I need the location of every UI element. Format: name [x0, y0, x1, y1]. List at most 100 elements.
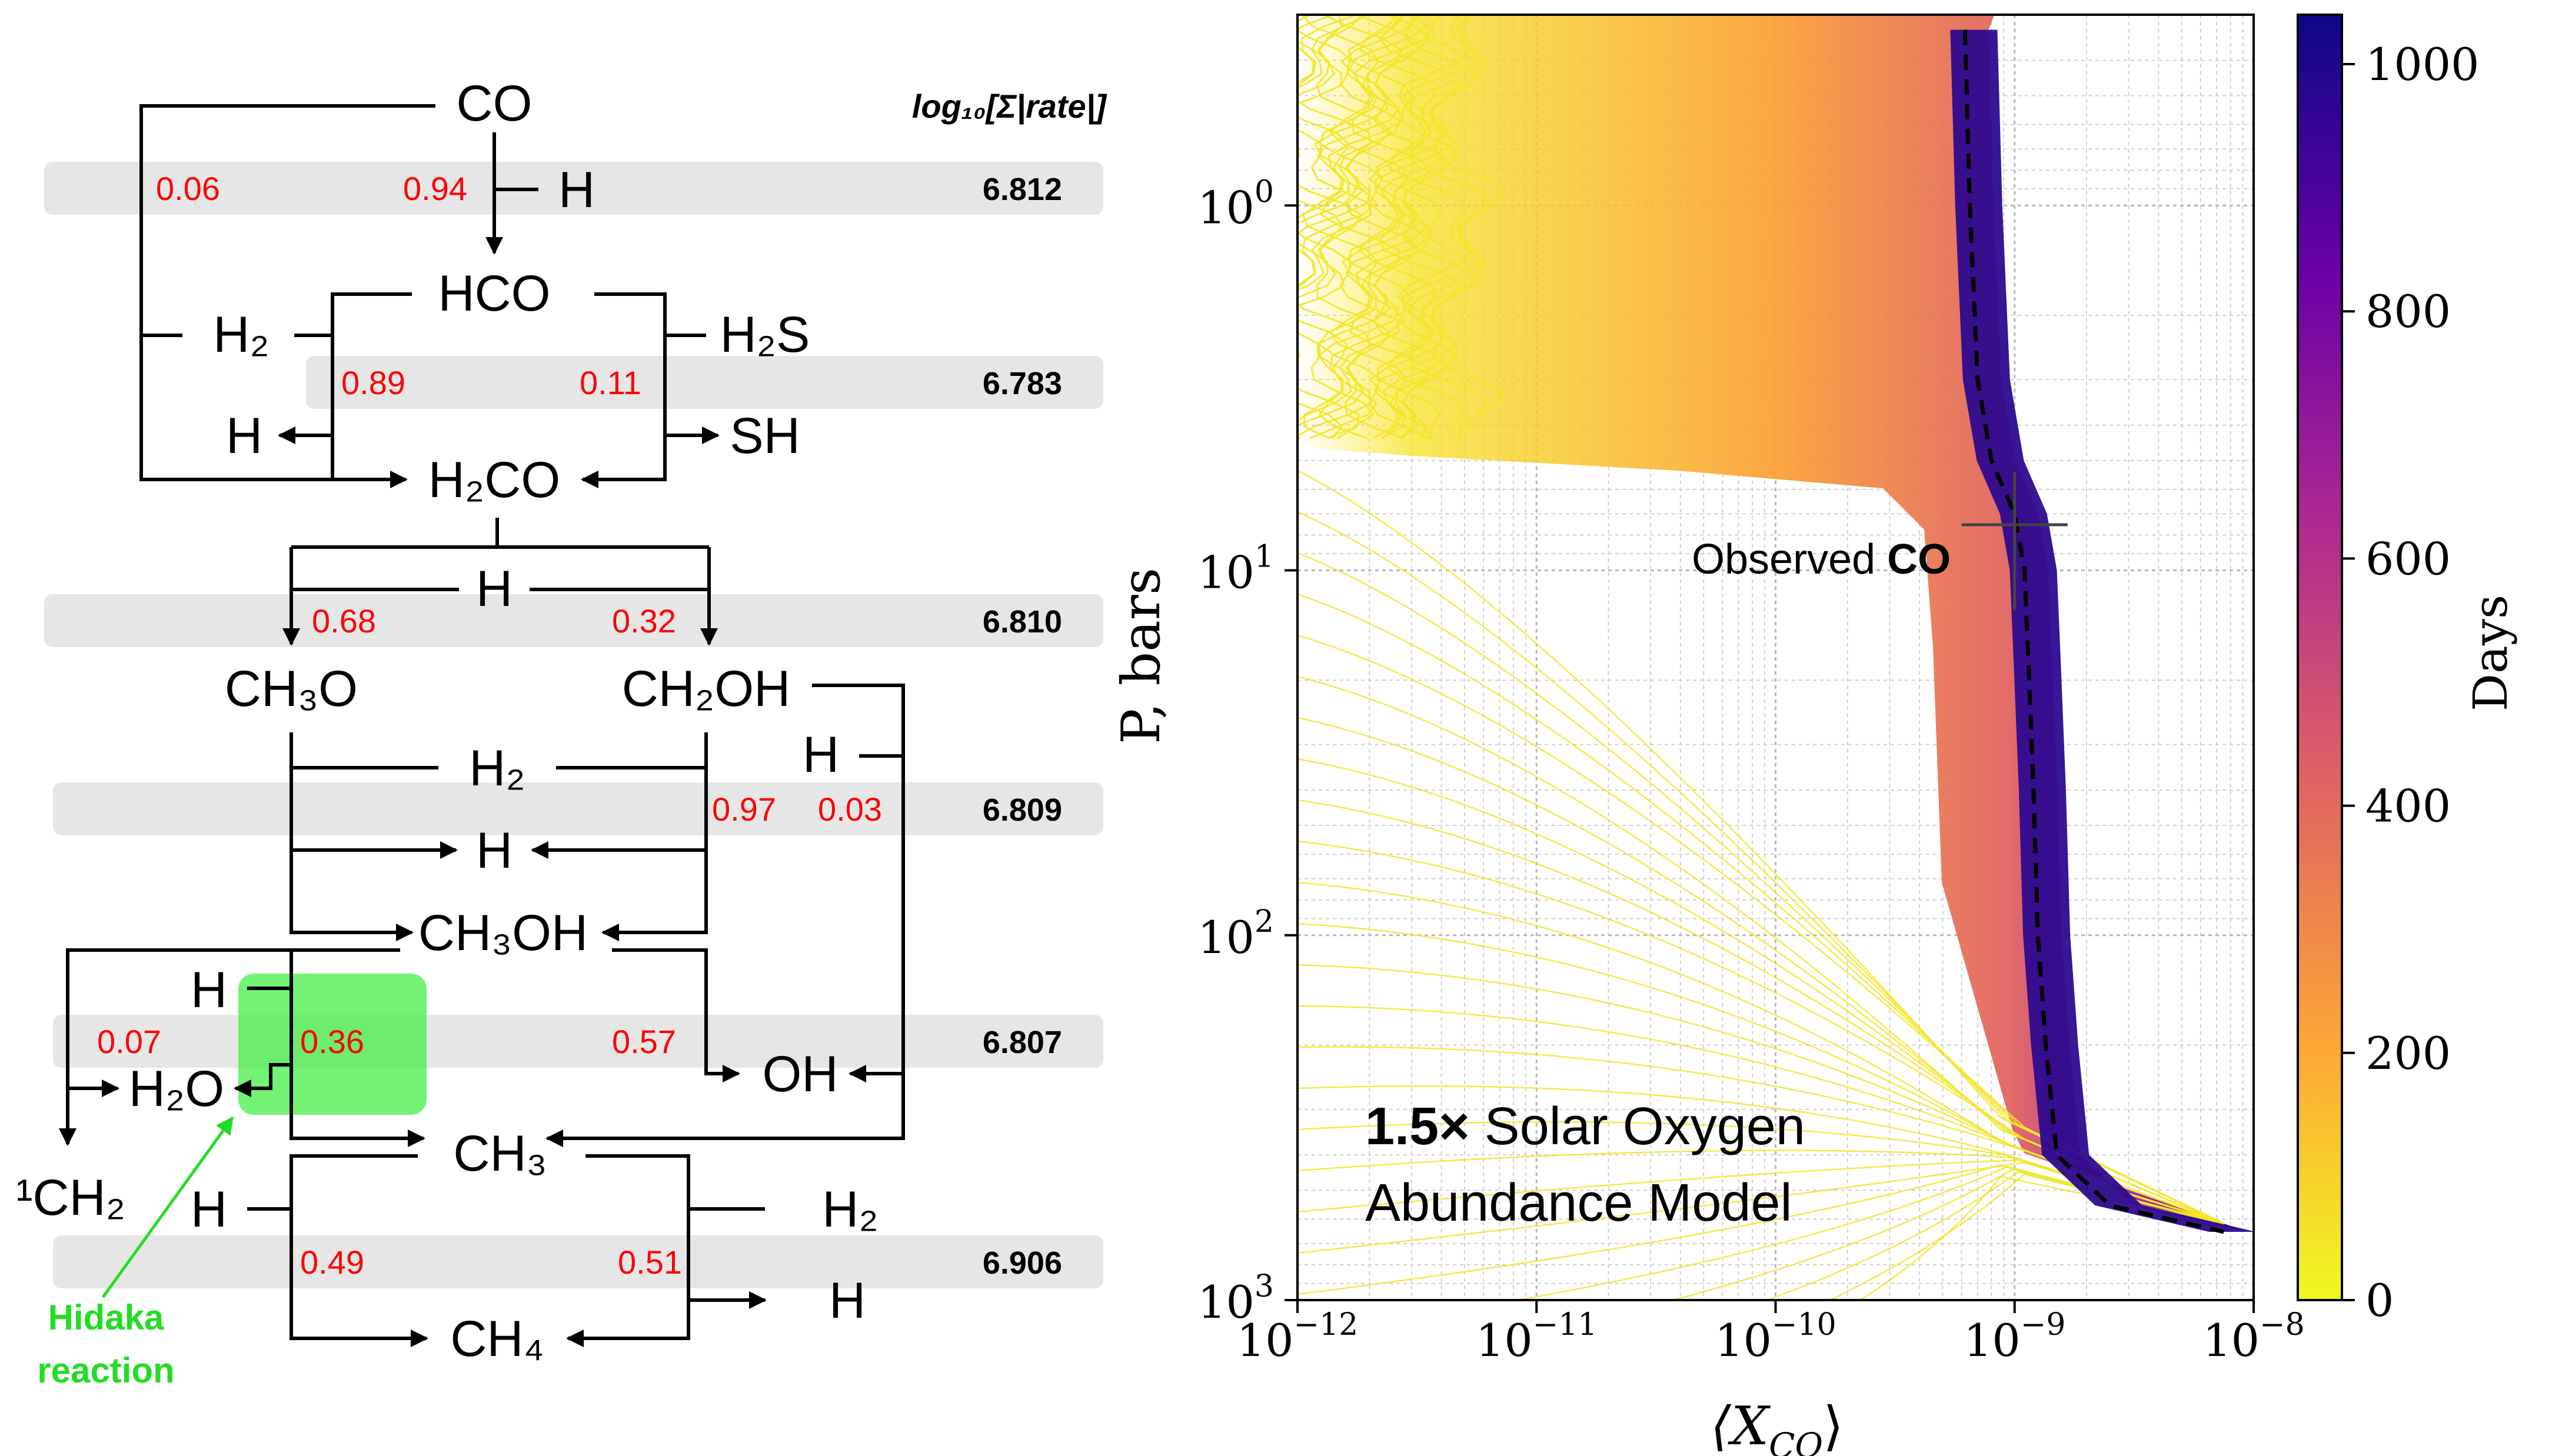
- y-tick-label: 103: [1197, 1269, 1274, 1328]
- frac-ch2oh-right: 0.03: [818, 791, 882, 828]
- species-h-out1: H: [226, 408, 262, 464]
- hidaka-highlight: [238, 974, 427, 1115]
- late-trace: [1297, 675, 2225, 1225]
- early-trace: [1373, 15, 1462, 439]
- hidaka-label-1: Hidaka: [48, 1298, 164, 1337]
- late-trace: [1297, 1121, 2225, 1225]
- hidaka-label-2: reaction: [37, 1351, 174, 1390]
- species-ch3oh: CH₃OH: [418, 905, 588, 961]
- late-trace: [1297, 1164, 2225, 1295]
- x-axis-label: ⟨XCO⟩: [1711, 1395, 1844, 1456]
- band-6: [53, 1235, 1103, 1288]
- colorbar-ticks: 1000 800 600 400 200 0: [2342, 38, 2479, 1327]
- species-oh-out: OH: [763, 1046, 839, 1102]
- late-trace: [1670, 1168, 2225, 1300]
- late-trace: [1297, 799, 2225, 1225]
- y-tick-label: 102: [1197, 904, 1274, 964]
- species-h-in2: H: [476, 561, 513, 617]
- y-tick-label: 101: [1197, 539, 1274, 599]
- y-ticks: 100 101 102 103: [1197, 174, 1297, 1328]
- rate-5: 6.807: [983, 1025, 1062, 1060]
- colorbar-label: Days: [2463, 595, 2518, 711]
- hco-right-branch: [581, 292, 667, 488]
- ch3o-down: [290, 732, 414, 941]
- x-tick-label: 10−9: [1964, 1307, 2065, 1367]
- y-axis-label: P, bars: [1110, 568, 1172, 744]
- rate-2: 6.783: [983, 366, 1062, 401]
- late-trace: [1297, 634, 2225, 1225]
- late-trace: [1297, 511, 2225, 1225]
- colorbar-tick-label: 600: [2365, 532, 2451, 585]
- median-line: [1962, 29, 2224, 1234]
- band-1: [44, 162, 1103, 215]
- rate-3: 6.810: [983, 604, 1062, 639]
- early-trace: [1297, 15, 1378, 439]
- frac-h2co-right: 0.32: [612, 602, 676, 639]
- hco-left-branch: [331, 292, 412, 479]
- early-trace: [1397, 15, 1506, 439]
- species-h2co: H₂CO: [428, 452, 561, 508]
- frac-co-right: 0.94: [403, 170, 467, 207]
- late-trace: [1297, 717, 2225, 1225]
- species-ch2oh: CH₂OH: [622, 661, 791, 717]
- late-trace: [1297, 1161, 2225, 1254]
- rate-1: 6.812: [983, 172, 1062, 207]
- ch3oh-mid-branch: [290, 950, 425, 1147]
- species-h2o-out: H₂O: [129, 1061, 224, 1117]
- early-trace: [1297, 15, 1392, 427]
- band-2: [306, 356, 1103, 409]
- species-h-out3: H: [829, 1272, 866, 1329]
- late-trace: [1297, 1046, 2225, 1225]
- late-trace: [1297, 469, 2225, 1225]
- late-trace: [1297, 840, 2225, 1225]
- species-ch4: CH₄: [450, 1311, 544, 1367]
- model-label-1: 1.5× Solar Oxygen: [1365, 1097, 1805, 1156]
- late-trace: [1297, 922, 2225, 1225]
- frac-ch3-left: 0.49: [300, 1244, 364, 1281]
- band-3: [44, 594, 1103, 647]
- late-trace: [1765, 1171, 2225, 1300]
- colorbar-tick-label: 400: [2365, 780, 2451, 832]
- frac-ch3oh-b: 0.36: [300, 1023, 364, 1060]
- converged-band: [1950, 29, 2254, 1232]
- early-trace: [1297, 15, 1375, 439]
- late-trace: [1514, 1166, 2225, 1300]
- species-h-in3: H: [803, 727, 839, 783]
- late-trace: [1297, 758, 2225, 1225]
- colorbar-tick-label: 0: [2365, 1274, 2394, 1327]
- species-co: CO: [457, 75, 533, 132]
- rate-4: 6.809: [983, 792, 1062, 828]
- rate-6: 6.906: [983, 1245, 1062, 1281]
- late-trace: [1297, 1005, 2225, 1225]
- species-h-in5: H: [191, 1181, 227, 1238]
- h-to-h2o: [234, 1063, 291, 1097]
- ch3oh-right-branch: [612, 948, 740, 1082]
- hidaka-pointer: [101, 1116, 234, 1298]
- late-trace: [1828, 1173, 2225, 1300]
- frac-h2co-left: 0.68: [312, 602, 376, 639]
- ch3-right: [566, 1154, 690, 1347]
- frac-ch3oh-a: 0.07: [97, 1023, 161, 1060]
- early-trace: [1399, 15, 1490, 439]
- x-tick-label: 10−10: [1715, 1307, 1836, 1367]
- x-tick-label: 10−12: [1237, 1307, 1358, 1367]
- ch2oh-right-branch: [545, 684, 905, 1147]
- trace-envelope: [1297, 15, 2248, 1232]
- colorbar-gradient: [2297, 14, 2343, 1301]
- late-trace: [1297, 881, 2225, 1225]
- species-sh-out: SH: [730, 408, 800, 464]
- late-trace: [1297, 1085, 2225, 1225]
- x-ticks: 10−12 10−11 10−10 10−9 10−8: [1237, 1300, 2305, 1367]
- colorbar-tick-label: 200: [2365, 1027, 2451, 1079]
- model-label-2: Abundance Model: [1365, 1174, 1792, 1232]
- late-trace: [1297, 1159, 2225, 1225]
- early-trace: [1297, 15, 1363, 439]
- co-left-branch: [139, 104, 435, 488]
- species-h2-out: H₂: [822, 1181, 879, 1238]
- frac-ch3-right: 0.51: [618, 1244, 682, 1281]
- species-ch3o: CH₃O: [225, 661, 358, 717]
- band-4: [53, 782, 1103, 835]
- late-trace: [1859, 1175, 2225, 1300]
- late-trace: [1297, 1150, 2225, 1225]
- observed-label: Observed CO: [1692, 536, 1951, 583]
